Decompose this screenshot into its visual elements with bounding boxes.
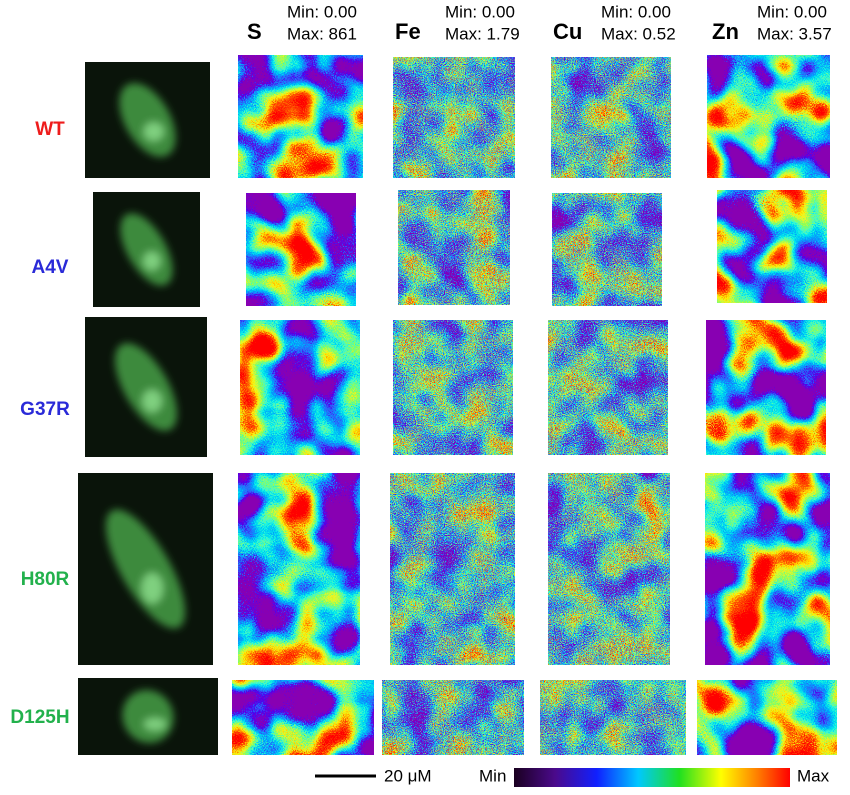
- element-map: [382, 680, 524, 755]
- cell: [119, 83, 176, 157]
- cell: [114, 343, 178, 431]
- nucleus: [141, 572, 164, 604]
- colorbar-min: Min: [479, 766, 506, 785]
- element-map: [232, 680, 374, 755]
- scale-bar-label: 20 μM: [384, 766, 432, 785]
- element-map: [393, 57, 515, 178]
- cell: [105, 509, 186, 629]
- max-label: Max: 861: [287, 24, 357, 43]
- element-map: [238, 55, 363, 178]
- micrograph-cells: [119, 83, 176, 157]
- min-label: Min: 0.00: [757, 2, 827, 21]
- element-map: [238, 473, 360, 665]
- cell: [120, 213, 173, 286]
- element-label: Cu: [553, 19, 582, 44]
- element-map: [398, 190, 510, 305]
- element-map: [548, 320, 668, 455]
- element-map: [552, 193, 662, 306]
- element-map: [390, 473, 515, 665]
- colorbar-max: Max: [797, 766, 830, 785]
- micrograph-cells: [105, 509, 186, 629]
- row-label: A4V: [32, 257, 69, 278]
- element-map: [717, 190, 827, 303]
- element-map: [246, 193, 356, 306]
- micrograph-cells: [120, 213, 173, 286]
- max-label: Max: 0.52: [601, 24, 676, 43]
- element-map: [540, 680, 686, 755]
- element-map: [240, 320, 360, 455]
- element-map: [707, 55, 830, 178]
- min-label: Min: 0.00: [287, 2, 357, 21]
- nucleus: [143, 122, 164, 141]
- min-label: Min: 0.00: [445, 2, 515, 21]
- element-label: Zn: [712, 19, 739, 44]
- row-label: G37R: [20, 399, 70, 420]
- nucleus: [143, 251, 161, 271]
- micrograph-cells: [122, 689, 174, 744]
- min-label: Min: 0.00: [601, 2, 671, 21]
- cell: [122, 689, 174, 744]
- colorbar: [514, 768, 790, 787]
- element-map: [393, 320, 513, 455]
- row-label: WT: [35, 119, 65, 140]
- row-label: H80R: [21, 569, 70, 590]
- element-label: Fe: [395, 19, 421, 44]
- element-map: [697, 680, 837, 755]
- nucleus: [143, 718, 167, 731]
- element-map: [548, 473, 670, 665]
- max-label: Max: 3.57: [757, 24, 832, 43]
- element-label: S: [247, 19, 262, 44]
- max-label: Max: 1.79: [445, 24, 520, 43]
- element-map: [551, 57, 671, 178]
- nucleus: [142, 389, 162, 413]
- row-label: D125H: [10, 707, 69, 728]
- element-map: [706, 320, 826, 455]
- micrograph-cells: [114, 343, 178, 431]
- element-map: [705, 473, 830, 665]
